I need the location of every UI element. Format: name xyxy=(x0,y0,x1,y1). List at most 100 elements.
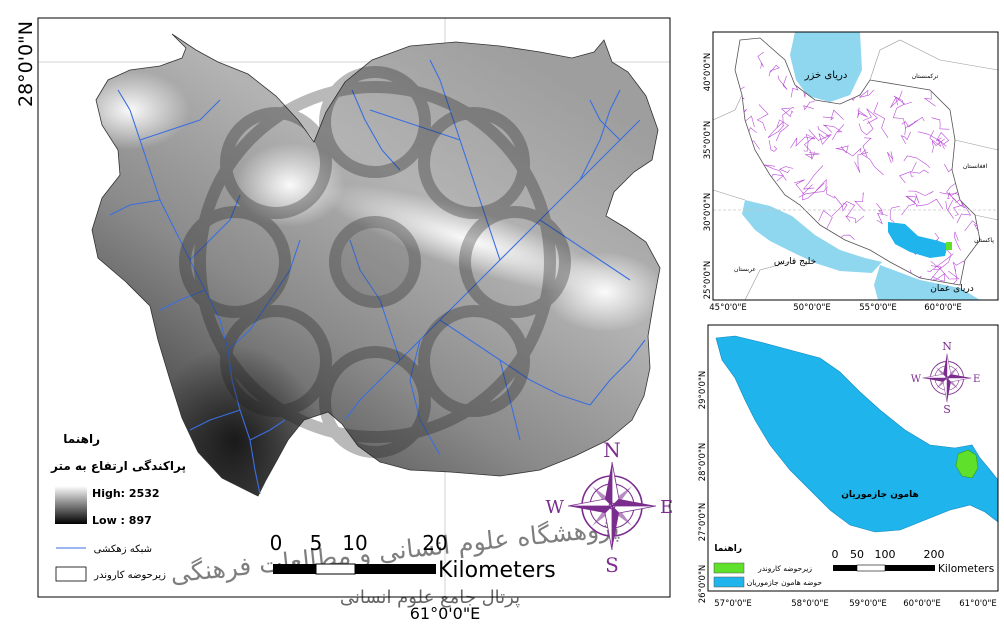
network-segment xyxy=(945,199,954,219)
compass-s: S xyxy=(605,553,619,577)
basin-north-arrow: N E S W xyxy=(911,340,981,416)
compass-w: W xyxy=(545,497,564,518)
jazmurian-basin xyxy=(715,335,999,533)
iran-lon-label: 55°0'0"E xyxy=(859,303,897,313)
iran-lat-label: 25°0'0"N xyxy=(703,261,713,300)
scale-segment xyxy=(885,565,935,571)
scale-tick-label: 100 xyxy=(875,548,896,561)
iran-lon-label: 45°0'0"E xyxy=(709,303,747,313)
iran-lat-label: 30°0'0"N xyxy=(703,193,713,232)
subbasin-boundary xyxy=(91,33,661,497)
network-segment xyxy=(782,106,795,126)
network-segment xyxy=(818,133,832,145)
network-segment xyxy=(768,140,778,152)
network-segment xyxy=(780,107,794,118)
iran-lat-label: 40°0'0"N xyxy=(703,53,713,92)
network-segment xyxy=(893,95,912,106)
basin-legend-subbasin-label: زیرحوضه کاروندر xyxy=(757,564,812,573)
basin-lat-label: 26°0'0"N xyxy=(698,565,708,604)
basin-legend-basin-swatch xyxy=(713,576,745,588)
network-segment xyxy=(927,253,954,272)
network-segment xyxy=(933,245,952,270)
network-segment xyxy=(857,107,868,118)
network-segment xyxy=(775,119,790,142)
network-segment xyxy=(767,121,785,138)
network-segment xyxy=(798,186,828,198)
network-segment xyxy=(768,64,780,77)
basin-legend-basin-label: حوضه هامون جازموریان xyxy=(747,578,823,587)
basin-lat-label: 28°0'0"N xyxy=(698,443,708,482)
scale-tick-label: 0 xyxy=(270,531,283,555)
network-segment xyxy=(929,130,947,148)
basin-lon-label: 57°0'0"E xyxy=(714,599,752,609)
basin-legend: راهنما زیرحوضه کاروندر حوضه هامون جازمور… xyxy=(713,544,823,588)
network-segment xyxy=(930,260,960,280)
scale-segment xyxy=(833,565,857,571)
network-segment xyxy=(793,179,813,195)
network-segment xyxy=(803,101,815,111)
network-segment xyxy=(802,182,825,201)
network-segment xyxy=(947,191,958,200)
network-segment xyxy=(822,109,844,121)
main-lat-label: 28°0'0"N xyxy=(15,21,37,107)
iran-lat-label: 35°0'0"N xyxy=(703,121,713,160)
scale-segment xyxy=(315,563,356,575)
country-label: پاکستان xyxy=(974,237,994,244)
drainage-network xyxy=(109,59,646,495)
compass-n: N xyxy=(603,438,621,462)
network-segment xyxy=(833,195,848,212)
network-segment xyxy=(876,203,884,215)
network-segment xyxy=(815,179,836,199)
scale-unit: Kilometers xyxy=(938,563,994,575)
network-segment xyxy=(845,215,865,224)
compass-e: E xyxy=(973,374,980,385)
legend-subbasin-swatch xyxy=(55,566,87,582)
basin-lon-label: 58°0'0"E xyxy=(791,599,829,609)
network-segment xyxy=(876,212,888,225)
karvandar-subbasin xyxy=(955,449,979,479)
network-segment xyxy=(964,220,980,235)
network-segment xyxy=(860,149,884,176)
persian-gulf-label: خلیج فارس xyxy=(774,257,816,267)
persian-gulf xyxy=(742,200,882,273)
network-segment xyxy=(890,90,903,108)
basin-lat-label: 29°0'0"N xyxy=(698,371,708,410)
network-segment xyxy=(757,51,764,69)
jazmurian-basin-locator xyxy=(888,222,948,258)
basin-inset: هامون جازموریان N E S W راهنما زیرحوضه ک… xyxy=(698,324,999,609)
network-segment xyxy=(932,273,945,282)
network-segment xyxy=(854,152,869,173)
country-label: عربستان xyxy=(734,266,756,273)
basin-lat-label: 27°0'0"N xyxy=(698,503,708,542)
network-segment xyxy=(777,75,788,90)
iran-lon-label: 60°0'0"E xyxy=(924,303,962,313)
network-segment xyxy=(900,131,911,145)
network-segment xyxy=(764,164,787,181)
network-segment xyxy=(790,136,815,149)
compass-n: N xyxy=(942,340,952,353)
iran-inset-frame xyxy=(712,31,999,301)
network-segment xyxy=(915,198,944,210)
basin-inset-frame xyxy=(707,324,999,592)
caspian-label: دریای خزر xyxy=(804,70,848,81)
network-segment xyxy=(854,192,865,212)
network-segment xyxy=(873,101,889,139)
network-segment xyxy=(899,171,914,184)
legend-subbasin-label: زیرحوضه کاروندر xyxy=(93,570,166,581)
scale-tick-label: 200 xyxy=(924,548,945,561)
scale-tick-label: 20 xyxy=(422,531,447,555)
elevation-raster xyxy=(91,33,661,497)
network-segment xyxy=(953,204,964,216)
network-segment xyxy=(954,231,961,251)
network-segment xyxy=(892,104,907,129)
network-segment xyxy=(901,195,917,216)
legend-drainage-label: شبکه زهکشی xyxy=(94,544,152,555)
main-scale-bar: 0 5 10 20 Kilometers xyxy=(270,531,556,583)
main-map-frame xyxy=(37,17,671,598)
network-segment xyxy=(911,161,929,174)
legend-elevation-title: پراکندگی ارتفاع به متر xyxy=(50,459,186,473)
network-segment xyxy=(818,210,833,230)
network-segment xyxy=(808,125,830,141)
compass-w: W xyxy=(911,374,922,385)
